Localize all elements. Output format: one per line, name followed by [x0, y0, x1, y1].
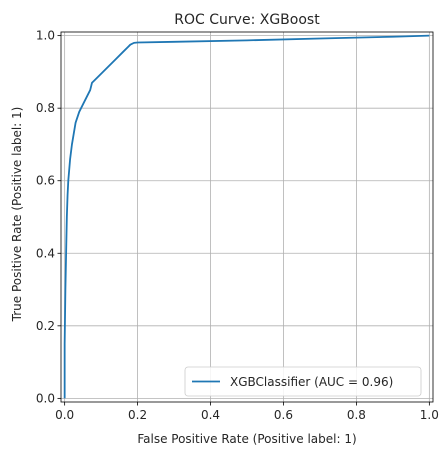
y-tick-label: 0.4	[36, 246, 55, 260]
plot-frame	[60, 31, 434, 403]
y-tick-label: 1.0	[36, 29, 55, 43]
x-tick-label: 1.0	[420, 408, 439, 422]
roc-curve-line	[63, 34, 430, 399]
y-tick-label: 0.2	[36, 319, 55, 333]
grid-lines	[61, 32, 433, 402]
y-axis-label: True Positive Rate (Positive label: 1)	[10, 107, 24, 323]
series-layer	[63, 34, 430, 399]
x-tick-label: 0.8	[347, 408, 366, 422]
y-tick-label: 0.6	[36, 174, 55, 188]
x-tick-label: 0.0	[55, 408, 74, 422]
ticks-layer: 0.0 0.2 0.4 0.6 0.8 1.0 0.0 0.2 0.4 0.6 0.8 1.0	[36, 29, 439, 422]
legend: XGBClassifier (AUC = 0.96)	[184, 366, 422, 397]
x-tick-label: 0.4	[201, 408, 220, 422]
x-tick-label: 0.2	[128, 408, 147, 422]
legend-box	[184, 366, 422, 397]
x-tick-label: 0.6	[274, 408, 293, 422]
y-tick-label: 0.0	[36, 391, 55, 405]
chart-title: ROC Curve: XGBoost	[174, 12, 320, 28]
x-axis-label: False Positive Rate (Positive label: 1)	[137, 432, 356, 446]
y-tick-label: 0.8	[36, 101, 55, 115]
legend-label: XGBClassifier (AUC = 0.96)	[230, 375, 393, 389]
